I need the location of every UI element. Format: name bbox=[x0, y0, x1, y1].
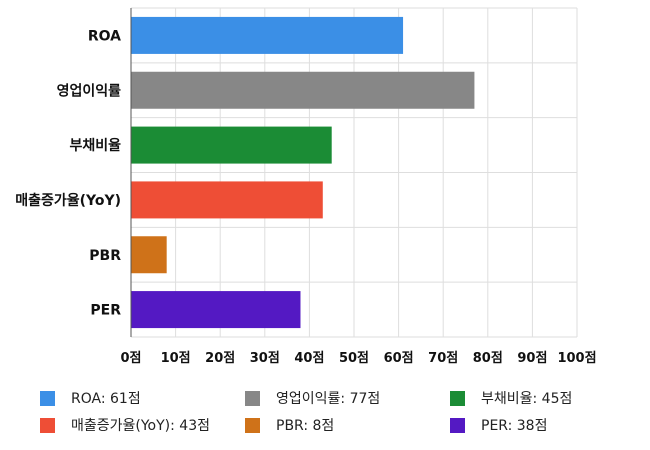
legend-swatch-pbr bbox=[245, 417, 260, 433]
x-tick-label: 40점 bbox=[294, 351, 324, 366]
legend-item-pbr: PBR: 8점 bbox=[245, 415, 334, 435]
x-tick-label: 10점 bbox=[161, 351, 191, 366]
x-tick-label: 100점 bbox=[557, 351, 596, 366]
x-tick-label: 30점 bbox=[250, 351, 280, 366]
x-tick-label: 20점 bbox=[205, 351, 235, 366]
category-label: PER bbox=[90, 303, 121, 319]
category-label: 영업이익률 bbox=[57, 82, 122, 99]
legend-swatch-debt-ratio bbox=[450, 390, 465, 406]
legend-item-roa: ROA: 61점 bbox=[40, 388, 141, 408]
bar bbox=[131, 16, 404, 54]
legend-item-per: PER: 38점 bbox=[450, 415, 547, 435]
legend-label-pbr: PBR: 8점 bbox=[276, 418, 335, 434]
x-tick-label: 80점 bbox=[473, 351, 503, 366]
bar bbox=[131, 71, 475, 109]
legend-swatch-sales-growth bbox=[40, 417, 55, 433]
legend-label-sales-growth: 매출증가율(YoY): 43점 bbox=[71, 418, 210, 434]
bar bbox=[131, 126, 332, 164]
legend-item-operating-margin: 영업이익률: 77점 bbox=[245, 388, 380, 408]
legend-swatch-roa bbox=[40, 390, 55, 406]
x-tick-label: 90점 bbox=[517, 351, 547, 366]
x-tick-label: 60점 bbox=[384, 351, 414, 366]
bar bbox=[131, 291, 301, 329]
category-label: 매출증가율(YoY) bbox=[15, 192, 121, 209]
legend-item-sales-growth: 매출증가율(YoY): 43점 bbox=[40, 415, 210, 435]
x-tick-label: 50점 bbox=[339, 351, 369, 366]
legend-label-per: PER: 38점 bbox=[481, 418, 548, 434]
x-tick-label: 0점 bbox=[120, 351, 141, 366]
x-tick-label: 70점 bbox=[428, 351, 458, 366]
legend-label-debt-ratio: 부채비율: 45점 bbox=[481, 391, 573, 407]
legend-label-roa: ROA: 61점 bbox=[71, 391, 141, 407]
legend-label-operating-margin: 영업이익률: 77점 bbox=[276, 391, 381, 407]
category-label: PBR bbox=[89, 248, 121, 264]
category-label: ROA bbox=[88, 28, 121, 44]
bar bbox=[131, 236, 167, 274]
bar bbox=[131, 181, 323, 219]
category-label: 부채비율 bbox=[69, 137, 121, 154]
legend-swatch-operating-margin bbox=[245, 390, 260, 406]
legend-swatch-per bbox=[450, 417, 465, 433]
legend-item-debt-ratio: 부채비율: 45점 bbox=[450, 388, 572, 408]
